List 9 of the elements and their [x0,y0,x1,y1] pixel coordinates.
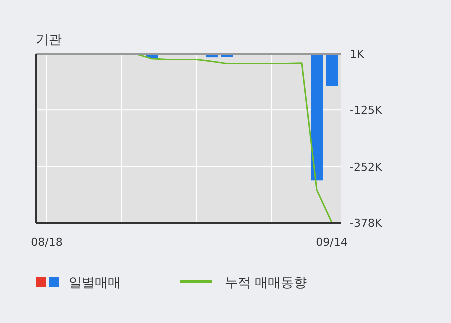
y-tick-label: -252K [350,160,383,174]
y-tick-label: 1K [350,48,365,61]
x-tick-label: 08/18 [31,236,63,249]
x-tick-label: 09/14 [316,236,348,249]
y-tick-label: -378K [350,217,383,230]
y-tick-label: -125K [350,104,383,118]
legend-label: 누적 매매동향 [225,276,308,291]
legend-label: 일별매매 [69,276,121,291]
chart-title: 기관 [36,33,62,48]
